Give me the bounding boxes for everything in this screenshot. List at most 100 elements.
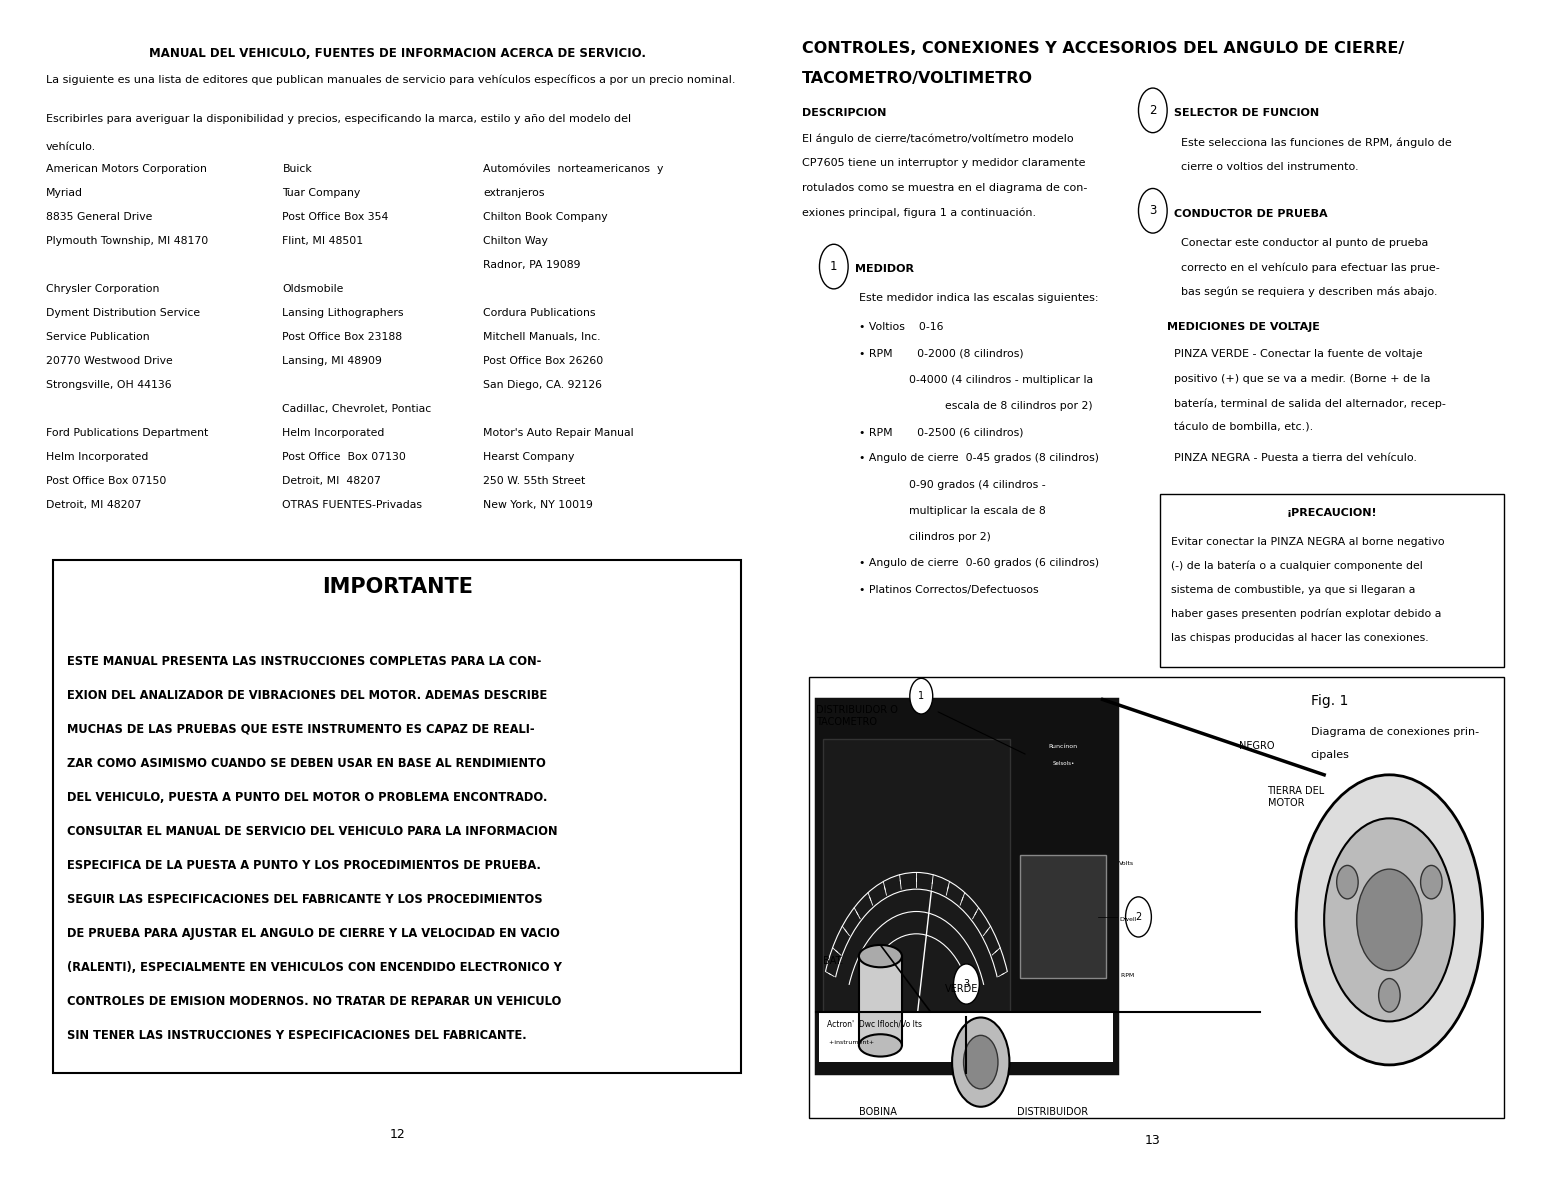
Text: CONTROLES, CONEXIONES Y ACCESORIOS DEL ANGULO DE CIERRE/: CONTROLES, CONEXIONES Y ACCESORIOS DEL A…	[801, 42, 1404, 56]
Text: Flint, MI 48501: Flint, MI 48501	[282, 236, 364, 246]
Text: Post Office  Box 07130: Post Office Box 07130	[282, 452, 406, 462]
Text: Radnor, PA 19089: Radnor, PA 19089	[484, 260, 581, 269]
Text: batería, terminal de salida del alternador, recep-: batería, terminal de salida del alternad…	[1175, 399, 1446, 408]
Text: Runcínon: Runcínon	[1049, 744, 1077, 749]
Text: Hearst Company: Hearst Company	[484, 452, 575, 462]
Text: vehículo.: vehículo.	[46, 141, 96, 152]
Text: Detroit, MI  48207: Detroit, MI 48207	[282, 476, 381, 485]
Text: Chilton Book Company: Chilton Book Company	[484, 212, 608, 222]
Text: Cordura Publications: Cordura Publications	[484, 307, 595, 318]
Text: sistema de combustible, ya que si llegaran a: sistema de combustible, ya que si llegar…	[1170, 584, 1415, 595]
Text: Post Office Box 26260: Post Office Box 26260	[484, 356, 603, 366]
Text: Helm Incorporated: Helm Incorporated	[282, 427, 384, 438]
Text: exiones principal, figura 1 a continuación.: exiones principal, figura 1 a continuaci…	[801, 208, 1035, 218]
Text: BOBINA: BOBINA	[859, 1106, 897, 1117]
Circle shape	[1138, 189, 1167, 233]
Text: Myriad: Myriad	[46, 188, 82, 198]
Text: Post Office Box 354: Post Office Box 354	[282, 212, 389, 222]
Text: Este medidor indica las escalas siguientes:: Este medidor indica las escalas siguient…	[859, 293, 1099, 304]
Bar	[823, 738, 1009, 1011]
Bar	[809, 677, 1504, 1118]
Text: MEDIDOR: MEDIDOR	[856, 265, 914, 274]
Text: Dwell: Dwell	[1119, 916, 1136, 922]
Text: Selsols•: Selsols•	[1052, 761, 1074, 766]
Text: haber gases presenten podrían explotar debido a: haber gases presenten podrían explotar d…	[1170, 609, 1442, 620]
Text: • Angulo de cierre  0-60 grados (6 cilindros): • Angulo de cierre 0-60 grados (6 cilind…	[859, 558, 1099, 569]
Text: PINZA NEGRA - Puesta a tierra del vehículo.: PINZA NEGRA - Puesta a tierra del vehícu…	[1175, 453, 1417, 463]
Text: las chispas producidas al hacer las conexiones.: las chispas producidas al hacer las cone…	[1170, 633, 1429, 642]
Text: DEL VEHICULO, PUESTA A PUNTO DEL MOTOR O PROBLEMA ENCONTRADO.: DEL VEHICULO, PUESTA A PUNTO DEL MOTOR O…	[68, 791, 547, 804]
Text: VERDE: VERDE	[946, 984, 978, 994]
Text: Post Office Box 23188: Post Office Box 23188	[282, 332, 403, 342]
Text: Plymouth Township, MI 48170: Plymouth Township, MI 48170	[46, 236, 208, 246]
Text: Mitchell Manuals, Inc.: Mitchell Manuals, Inc.	[484, 332, 601, 342]
Text: Fig. 1: Fig. 1	[1311, 694, 1348, 707]
Text: TACOMETRO/VOLTIMETRO: TACOMETRO/VOLTIMETRO	[801, 71, 1032, 87]
Text: ESTE MANUAL PRESENTA LAS INSTRUCCIONES COMPLETAS PARA LA CON-: ESTE MANUAL PRESENTA LAS INSTRUCCIONES C…	[68, 655, 542, 668]
Text: Chrysler Corporation: Chrysler Corporation	[46, 284, 160, 294]
Text: MUCHAS DE LAS PRUEBAS QUE ESTE INSTRUMENTO ES CAPAZ DE REALI-: MUCHAS DE LAS PRUEBAS QUE ESTE INSTRUMEN…	[68, 723, 535, 736]
Text: Dyment Distribution Service: Dyment Distribution Service	[46, 307, 200, 318]
Text: American Motors Corporation: American Motors Corporation	[46, 164, 206, 174]
Text: rotulados como se muestra en el diagrama de con-: rotulados como se muestra en el diagrama…	[801, 183, 1087, 193]
Text: Este selecciona las funciones de RPM, ángulo de: Este selecciona las funciones de RPM, án…	[1181, 138, 1452, 147]
Text: +instrument+: +instrument+	[826, 1040, 874, 1045]
Text: DISTRIBUIDOR: DISTRIBUIDOR	[1017, 1106, 1088, 1117]
Text: 2: 2	[1149, 104, 1156, 116]
Text: CONTROLES DE EMISION MODERNOS. NO TRATAR DE REPARAR UN VEHICULO: CONTROLES DE EMISION MODERNOS. NO TRATAR…	[68, 995, 561, 1008]
Text: SELECTOR DE FUNCION: SELECTOR DE FUNCION	[1175, 108, 1319, 119]
Text: 20770 Westwood Drive: 20770 Westwood Drive	[46, 356, 172, 366]
Text: correcto en el vehículo para efectuar las prue-: correcto en el vehículo para efectuar la…	[1181, 262, 1440, 273]
Text: positivo (+) que se va a medir. (Borne + de la: positivo (+) que se va a medir. (Borne +…	[1175, 374, 1431, 383]
Text: BAT.: BAT.	[823, 957, 843, 966]
Text: DISTRIBUIDOR O
TACOMETRO: DISTRIBUIDOR O TACOMETRO	[815, 705, 897, 726]
Text: El ángulo de cierre/tacómetro/voltímetro modelo: El ángulo de cierre/tacómetro/voltímetro…	[801, 134, 1073, 145]
Text: cipales: cipales	[1311, 750, 1350, 760]
Text: Chilton Way: Chilton Way	[484, 236, 549, 246]
Text: Diagrama de conexiones prin-: Diagrama de conexiones prin-	[1311, 728, 1479, 737]
Text: • Platinos Correctos/Defectuosos: • Platinos Correctos/Defectuosos	[859, 584, 1038, 595]
Circle shape	[820, 245, 848, 288]
Circle shape	[1324, 818, 1454, 1021]
Text: (RALENTI), ESPECIALMENTE EN VEHICULOS CON ENCENDIDO ELECTRONICO Y: (RALENTI), ESPECIALMENTE EN VEHICULOS CO…	[68, 961, 563, 975]
Text: (-) de la batería o a cualquier componente del: (-) de la batería o a cualquier componen…	[1170, 560, 1423, 571]
Text: SEGUIR LAS ESPECIFICACIONES DEL FABRICANTE Y LOS PROCEDIMIENTOS: SEGUIR LAS ESPECIFICACIONES DEL FABRICAN…	[68, 893, 542, 906]
Circle shape	[1296, 775, 1482, 1065]
Text: EXION DEL ANALIZADOR DE VIBRACIONES DEL MOTOR. ADEMAS DESCRIBE: EXION DEL ANALIZADOR DE VIBRACIONES DEL …	[68, 688, 547, 702]
Text: MEDICIONES DE VOLTAJE: MEDICIONES DE VOLTAJE	[1167, 323, 1321, 332]
Bar	[1159, 494, 1504, 667]
Circle shape	[964, 1035, 998, 1088]
Text: Service Publication: Service Publication	[46, 332, 149, 342]
Bar	[815, 699, 1118, 1073]
Text: New York, NY 10019: New York, NY 10019	[484, 500, 594, 509]
Text: 3: 3	[1149, 204, 1156, 217]
Text: DE PRUEBA PARA AJUSTAR EL ANGULO DE CIERRE Y LA VELOCIDAD EN VACIO: DE PRUEBA PARA AJUSTAR EL ANGULO DE CIER…	[68, 927, 560, 940]
Text: Automóviles  norteamericanos  y: Automóviles norteamericanos y	[484, 164, 663, 174]
Text: extranjeros: extranjeros	[484, 188, 544, 198]
Text: CP7605 tiene un interruptor y medidor claramente: CP7605 tiene un interruptor y medidor cl…	[801, 158, 1085, 169]
Text: TIERRA DEL
MOTOR: TIERRA DEL MOTOR	[1268, 786, 1325, 807]
Text: táculo de bombilla, etc.).: táculo de bombilla, etc.).	[1175, 423, 1313, 433]
Text: multiplicar la escala de 8: multiplicar la escala de 8	[908, 506, 1046, 516]
Text: 8835 General Drive: 8835 General Drive	[46, 212, 152, 222]
Text: ESPECIFICA DE LA PUESTA A PUNTO Y LOS PROCEDIMIENTOS DE PRUEBA.: ESPECIFICA DE LA PUESTA A PUNTO Y LOS PR…	[68, 859, 541, 872]
Bar	[859, 957, 902, 1046]
Text: 1: 1	[831, 260, 837, 273]
Text: IMPORTANTE: IMPORTANTE	[322, 577, 473, 597]
Circle shape	[910, 678, 933, 715]
Text: • Angulo de cierre  0-45 grados (8 cilindros): • Angulo de cierre 0-45 grados (8 cilind…	[859, 453, 1099, 463]
Text: 250 W. 55th Street: 250 W. 55th Street	[484, 476, 586, 485]
Text: La siguiente es una lista de editores que publican manuales de servicio para veh: La siguiente es una lista de editores qu…	[46, 75, 735, 85]
Ellipse shape	[859, 945, 902, 967]
Circle shape	[1356, 869, 1421, 971]
Text: 0-90 grados (4 cilindros -: 0-90 grados (4 cilindros -	[908, 480, 1046, 490]
Text: Motor's Auto Repair Manual: Motor's Auto Repair Manual	[484, 427, 634, 438]
Text: escala de 8 cilindros por 2): escala de 8 cilindros por 2)	[946, 401, 1093, 411]
Text: MANUAL DEL VEHICULO, FUENTES DE INFORMACION ACERCA DE SERVICIO.: MANUAL DEL VEHICULO, FUENTES DE INFORMAC…	[149, 46, 646, 59]
Text: OTRAS FUENTES-Privadas: OTRAS FUENTES-Privadas	[282, 500, 423, 509]
Text: CONSULTAR EL MANUAL DE SERVICIO DEL VEHICULO PARA LA INFORMACION: CONSULTAR EL MANUAL DE SERVICIO DEL VEHI…	[68, 825, 558, 838]
Text: CONDUCTOR DE PRUEBA: CONDUCTOR DE PRUEBA	[1175, 209, 1328, 218]
Text: Lansing Lithographers: Lansing Lithographers	[282, 307, 405, 318]
Text: Actron'  Dwc Ifloch/Vo lts: Actron' Dwc Ifloch/Vo lts	[826, 1020, 922, 1029]
Text: Strongsville, OH 44136: Strongsville, OH 44136	[46, 380, 172, 389]
